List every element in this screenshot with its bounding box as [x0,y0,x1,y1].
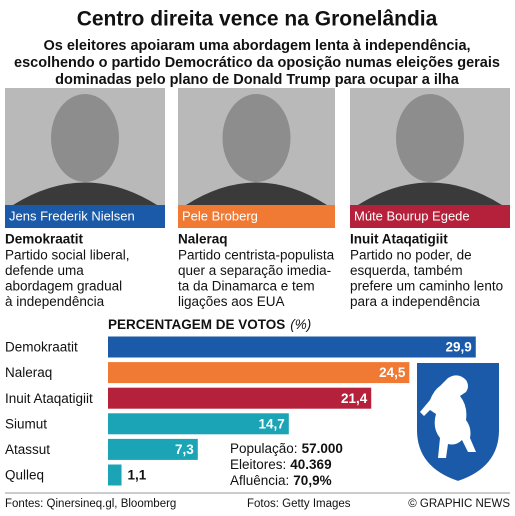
value-label: 21,4 [341,391,368,406]
person-name: Múte Bourup Egede [354,208,470,223]
category-label: Inuit Ataqatigiit [5,391,93,406]
category-label: Atassut [5,442,50,457]
subtitle: escolhendo o partido Democrático da opos… [14,55,500,71]
party-description: ligações aos EUA [178,294,285,309]
party-description: Partido no poder, de [350,248,472,263]
footer-credit: © GRAPHIC NEWS [408,498,510,510]
footer-sources: Fontes: Qinersineq.gl, Bloomberg [5,498,176,510]
stat-value: 40.369 [290,457,331,472]
photo-shoulders [186,182,327,205]
bar [108,464,122,486]
party-description: defende uma [5,263,84,278]
subtitle: dominadas pelo plano de Donald Trump par… [55,72,460,88]
stat: População: 57.000 [230,441,343,456]
photo-shoulders [358,182,502,205]
photo-face [396,94,464,182]
name-box [350,205,510,228]
photo-shoulders [13,182,157,205]
name-box [178,205,335,228]
category-label: Demokraatit [5,340,78,355]
chart-unit: (%) [290,317,311,332]
stat: Eleitores: 40.369 [230,457,332,472]
value-label: 7,3 [175,442,194,457]
footer-photos: Fotos: Getty Images [247,498,351,510]
party-description: à independência [5,294,105,309]
value-label: 14,7 [259,416,285,431]
value-label: 29,9 [445,340,471,355]
title: Centro direita vence na Gronelândia [77,8,438,31]
category-label: Siumut [5,416,47,431]
stat-label: Eleitores: [230,457,286,472]
chart-title: PERCENTAGEM DE VOTOS (%) [108,317,311,332]
bar [108,413,289,435]
category-label: Qulleq [5,468,44,483]
bar [108,362,410,384]
photo-face [51,94,119,182]
party-name: Naleraq [178,232,228,247]
subtitle: Os eleitores apoiaram uma abordagem lent… [43,38,470,54]
name-box [5,205,165,228]
party-description: quer a separação imedia- [178,263,331,278]
person-name: Jens Frederik Nielsen [9,208,135,223]
party-name: Inuit Ataqatigiit [350,232,448,247]
party-description: Partido social liberal, [5,248,130,263]
party-name: Demokraatit [5,232,84,247]
value-label: 1,1 [128,468,147,483]
bar [108,438,198,460]
party-description: ta da Dinamarca e tem [178,279,315,294]
person-name: Pele Broberg [182,208,258,223]
chart-title-text: PERCENTAGEM DE VOTOS [108,317,285,332]
value-label: 24,5 [379,365,406,380]
photo-face [222,94,291,182]
party-description: Partido centrista-populista [178,248,335,263]
party-description: prefere um caminho lento [350,279,503,294]
stat-label: Afluência: [230,473,289,488]
party-description: abordagem gradual [5,279,122,294]
bar [108,387,372,409]
stat: Afluência: 70,9% [230,473,332,488]
stat-value: 57.000 [302,441,343,456]
stat-label: População: [230,441,298,456]
stat-value: 70,9% [293,473,331,488]
party-description: esquerda, também [350,263,463,278]
category-label: Naleraq [5,365,52,380]
coat-of-arms [415,361,501,484]
bar [108,336,476,358]
party-description: para a independência [350,294,480,309]
